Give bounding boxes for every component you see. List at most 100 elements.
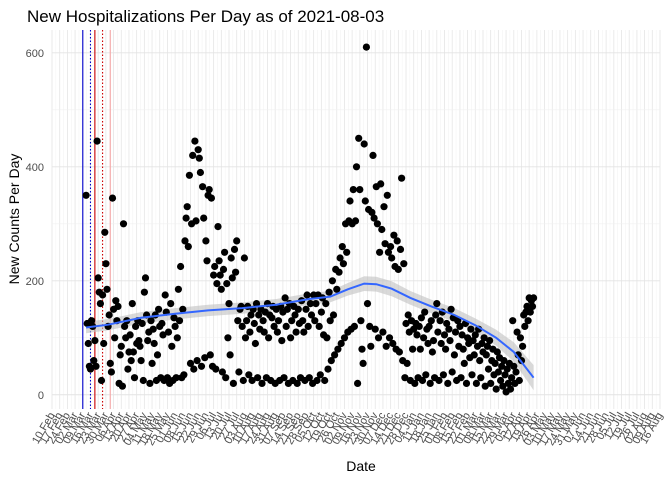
data-point (238, 322, 246, 330)
data-point (363, 300, 372, 308)
y-tick-label: 600 (26, 48, 44, 60)
data-point (410, 325, 418, 333)
data-point (499, 382, 507, 390)
data-point (491, 359, 499, 367)
data-point (470, 351, 478, 359)
data-point (516, 334, 525, 342)
data-point (307, 311, 316, 319)
data-point (184, 243, 192, 251)
data-point (232, 268, 240, 276)
data-point (88, 317, 96, 325)
data-point (168, 342, 176, 350)
smooth-ribbon (86, 276, 534, 391)
data-point (306, 300, 314, 308)
data-point (437, 339, 445, 348)
data-point (291, 311, 299, 319)
data-point (368, 208, 376, 216)
data-point (194, 146, 202, 154)
data-point (354, 379, 362, 387)
data-point (343, 248, 351, 256)
data-point (417, 314, 425, 322)
data-point (315, 322, 323, 330)
data-point (101, 228, 109, 236)
data-point (281, 294, 289, 302)
data-point (373, 220, 381, 228)
data-point (385, 334, 394, 342)
data-point (337, 339, 345, 348)
data-point (464, 334, 472, 342)
data-point (429, 337, 438, 345)
data-point (146, 379, 154, 387)
data-point (189, 151, 197, 159)
y-tick-label: 200 (26, 276, 44, 288)
data-point (324, 365, 332, 373)
data-point (247, 311, 255, 319)
data-point (434, 328, 442, 336)
data-point (255, 311, 263, 319)
data-point (196, 168, 204, 177)
data-point (433, 300, 441, 308)
data-point (213, 280, 221, 288)
data-point (393, 237, 401, 245)
data-point (521, 322, 529, 330)
data-point (468, 371, 476, 379)
data-point (132, 322, 140, 330)
data-point (214, 223, 222, 231)
data-point (501, 371, 509, 379)
data-point (124, 365, 132, 373)
data-point (478, 339, 486, 348)
data-point (164, 328, 173, 336)
data-point (100, 339, 108, 348)
data-point (158, 319, 166, 328)
data-point (409, 345, 417, 353)
data-point (107, 368, 115, 376)
data-point (512, 368, 520, 376)
data-point (245, 371, 253, 379)
data-point (304, 322, 312, 330)
data-point (384, 248, 392, 256)
data-point (210, 271, 218, 279)
data-point (358, 345, 366, 353)
data-point (427, 317, 435, 325)
data-point (326, 317, 334, 325)
data-point (127, 357, 135, 365)
data-point (497, 376, 505, 385)
data-point (186, 359, 195, 367)
data-point (334, 345, 342, 353)
data-point (92, 362, 100, 370)
data-point (483, 342, 491, 350)
data-point (252, 300, 261, 308)
data-point (442, 345, 450, 353)
data-point (121, 322, 129, 330)
data-point (174, 285, 182, 293)
data-point (381, 240, 389, 248)
data-point (117, 342, 125, 350)
data-point (224, 334, 232, 342)
data-point (523, 302, 531, 310)
data-point (203, 257, 211, 265)
data-point (398, 174, 406, 182)
data-point (493, 348, 501, 356)
data-point (287, 334, 295, 342)
data-point (136, 342, 144, 350)
data-point (424, 339, 432, 348)
data-point (469, 337, 477, 345)
data-point (227, 254, 235, 262)
data-point (216, 271, 224, 279)
data-point (182, 214, 190, 222)
data-point (82, 191, 90, 199)
data-point (234, 317, 242, 325)
data-point (440, 331, 449, 339)
data-point (456, 322, 464, 330)
data-point (335, 268, 343, 276)
data-point (404, 311, 412, 319)
data-point (305, 374, 313, 382)
data-point (444, 379, 452, 387)
data-point (215, 257, 223, 265)
data-point (294, 305, 302, 313)
data-point (243, 317, 251, 325)
data-point (173, 334, 181, 342)
data-point (137, 357, 145, 365)
data-point (333, 285, 341, 293)
y-tick-label: 0 (38, 390, 44, 402)
